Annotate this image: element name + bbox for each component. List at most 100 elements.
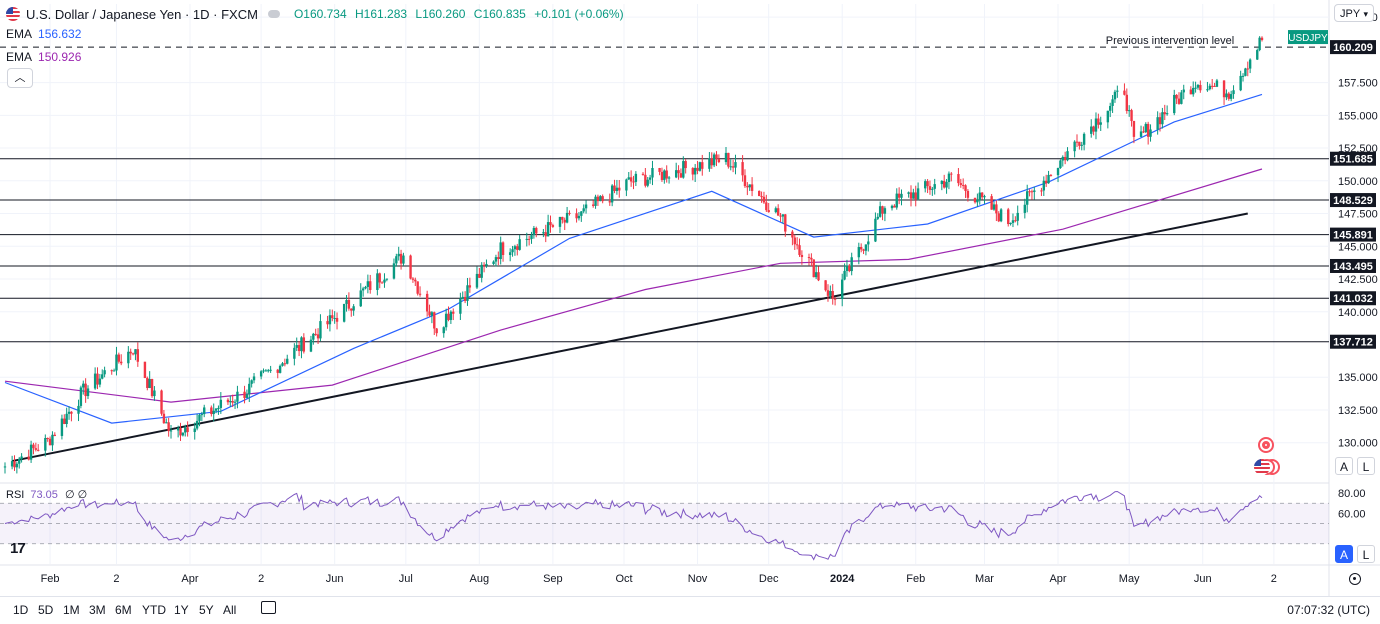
candle-body (13, 461, 16, 468)
candle-body (1139, 131, 1143, 137)
price-tick-label: 150.000 (1338, 176, 1378, 188)
candle-body (561, 216, 564, 220)
utc-clock[interactable]: 07:07:32 (UTC) (1287, 603, 1370, 617)
candle-body (302, 337, 306, 352)
timeframe-all[interactable]: All (223, 603, 237, 617)
candle-body (665, 170, 668, 179)
candle-body (361, 288, 365, 291)
ema-slow-legend[interactable]: EMA 150.926 (6, 50, 81, 64)
gear-icon[interactable] (1349, 573, 1361, 585)
rsi-log-scale-button[interactable]: L (1357, 545, 1375, 563)
rsi-auto-scale-button[interactable]: A (1335, 545, 1353, 563)
level-price-tag (1330, 151, 1376, 166)
candle-body (814, 272, 818, 278)
candle-body (684, 161, 687, 169)
candle-body (217, 407, 220, 409)
candle-body (862, 249, 865, 251)
candle-body (1111, 99, 1114, 106)
candle-body (928, 186, 932, 190)
visibility-toggle-icon[interactable] (267, 10, 280, 18)
timeframe-ytd[interactable]: YTD (142, 603, 166, 617)
candle-body (916, 188, 920, 200)
candle-body (812, 259, 815, 278)
candle-body (468, 285, 472, 288)
candle-body (134, 349, 137, 355)
candle-body (608, 201, 611, 203)
timeframe-5d[interactable]: 5D (38, 603, 54, 617)
symbol-tag (1288, 30, 1328, 45)
candle-body (746, 186, 749, 188)
timeframe-1d[interactable]: 1D (13, 603, 29, 617)
timeframe-6m[interactable]: 6M (115, 603, 132, 617)
candle-body (65, 413, 68, 425)
candle-body (101, 374, 104, 379)
time-tick-label: Jun (326, 573, 344, 585)
rsi-label: RSI (6, 489, 25, 501)
candle-body (200, 414, 204, 416)
time-tick-label: 2 (1271, 573, 1277, 585)
candle-body (1007, 209, 1010, 225)
candle-body (1011, 220, 1015, 223)
candle-body (874, 218, 877, 242)
candle-body (165, 422, 168, 424)
candle-body (591, 204, 595, 206)
candle-body (1061, 156, 1064, 161)
candle-body (475, 273, 479, 288)
candle-body (1146, 123, 1150, 137)
candle-body (1175, 94, 1178, 99)
candle-body (1189, 89, 1193, 95)
candle-body (909, 192, 913, 199)
candle-body (1246, 68, 1249, 70)
tradingview-logo[interactable]: 17 (10, 540, 26, 557)
ema-fast-legend[interactable]: EMA 156.632 (6, 27, 81, 41)
candle-body (150, 378, 154, 397)
candle-body (20, 456, 23, 459)
candle-body (549, 222, 552, 226)
chevron-up-icon[interactable]: ︿ (7, 68, 33, 88)
candle-body (584, 204, 588, 209)
intervention-label: Previous intervention level (1106, 35, 1234, 47)
candle-body (826, 290, 830, 296)
candle-body (914, 192, 917, 200)
price-tick-label: 157.500 (1338, 78, 1378, 90)
time-tick-label: Oct (615, 573, 632, 585)
candle-body (1194, 87, 1197, 89)
timeframe-1m[interactable]: 1M (63, 603, 80, 617)
candle-body (878, 206, 882, 217)
candle-body (499, 242, 502, 260)
currency-dropdown[interactable]: JPY ▾ (1334, 4, 1374, 22)
timeframe-1y[interactable]: 1Y (174, 603, 189, 617)
price-log-scale-button[interactable]: L (1357, 457, 1375, 475)
candle-body (1123, 90, 1126, 95)
rsi-legend[interactable]: RSI 73.05 ∅ ∅ (6, 488, 87, 501)
candle-body (129, 351, 132, 354)
candle-body (895, 193, 898, 208)
candle-body (127, 351, 130, 364)
us-event-flag-icon[interactable] (1254, 459, 1270, 475)
candle-body (1241, 75, 1245, 77)
candle-body (568, 212, 571, 214)
candle-body (380, 282, 384, 284)
candle-body (18, 458, 21, 464)
candle-body (96, 373, 99, 385)
timeframe-5y[interactable]: 5Y (199, 603, 214, 617)
level-price-tag (1330, 334, 1376, 349)
candle-body (231, 401, 234, 403)
calendar-range-icon[interactable] (261, 601, 276, 614)
price-auto-scale-button[interactable]: A (1335, 457, 1353, 475)
candle-body (1109, 105, 1112, 111)
candle-body (648, 177, 652, 180)
candle-body (314, 333, 317, 335)
symbol-title[interactable]: U.S. Dollar / Japanese Yen · 1D · FXCM (26, 6, 258, 22)
candle-body (345, 300, 348, 304)
currency-label: JPY (1340, 8, 1361, 20)
candle-body (580, 211, 583, 216)
candle-body (651, 168, 654, 178)
candle-body (1256, 50, 1259, 60)
candle-body (98, 378, 102, 385)
candle-body (1125, 94, 1129, 112)
symbol-tag-label: USDJPY (1288, 33, 1328, 44)
timeframe-3m[interactable]: 3M (89, 603, 106, 617)
candle-body (1173, 94, 1176, 114)
